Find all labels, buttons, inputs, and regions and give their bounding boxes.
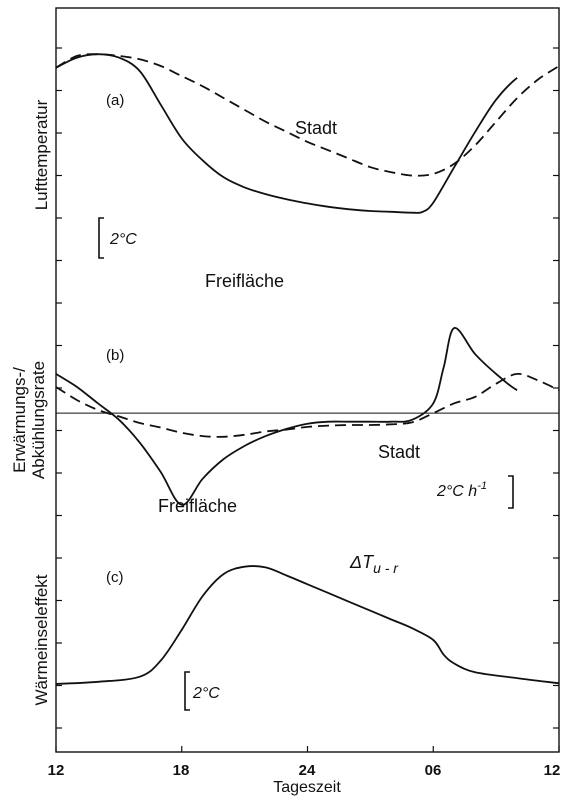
scale-bar-b <box>508 475 514 509</box>
panel-c-label: (c) <box>106 569 124 586</box>
panel-b-label: (b) <box>106 347 124 364</box>
panel-a-ylabel: Lufttemperatur <box>32 99 51 210</box>
axis-ticks <box>55 47 560 752</box>
series-lines <box>55 53 560 685</box>
scale-label-c: 2°C <box>192 685 220 702</box>
series-line-c-delta <box>55 565 560 685</box>
series-label-delta-c: ΔTu - r <box>349 552 399 576</box>
x-tick-label-06: 06 <box>425 762 442 779</box>
x-tick-label-24: 24 <box>299 762 316 779</box>
scale-label-b: 2°C h-1 <box>436 480 487 500</box>
series-label-stadt-b: Stadt <box>378 442 420 462</box>
scale-bar-c <box>184 671 190 711</box>
x-tick-label-12b: 12 <box>544 762 561 779</box>
series-label-stadt-a: Stadt <box>295 118 337 138</box>
panel-b-ylabel-line1: Erwärmungs-/ <box>10 367 29 473</box>
scale-bar-a <box>98 217 104 259</box>
series-line-b-freiflaeche <box>55 327 518 506</box>
series-label-freiflaeche-b: Freifläche <box>158 496 237 516</box>
x-tick-label-18: 18 <box>173 762 190 779</box>
series-line-a-freiflaeche <box>55 53 518 214</box>
scale-label-a: 2°C <box>109 231 137 248</box>
panel-a-label: (a) <box>106 92 124 109</box>
x-tick-label-12a: 12 <box>48 762 65 779</box>
series-label-freiflaeche-a: Freifläche <box>205 271 284 291</box>
series-line-b-stadt <box>55 372 560 438</box>
panel-c-ylabel: Wärmeinseleffekt <box>32 574 51 705</box>
x-axis-label: Tageszeit <box>273 779 341 796</box>
panel-b-ylabel-line2: Abkühlungsrate <box>29 361 48 479</box>
series-line-a-stadt <box>55 53 560 177</box>
